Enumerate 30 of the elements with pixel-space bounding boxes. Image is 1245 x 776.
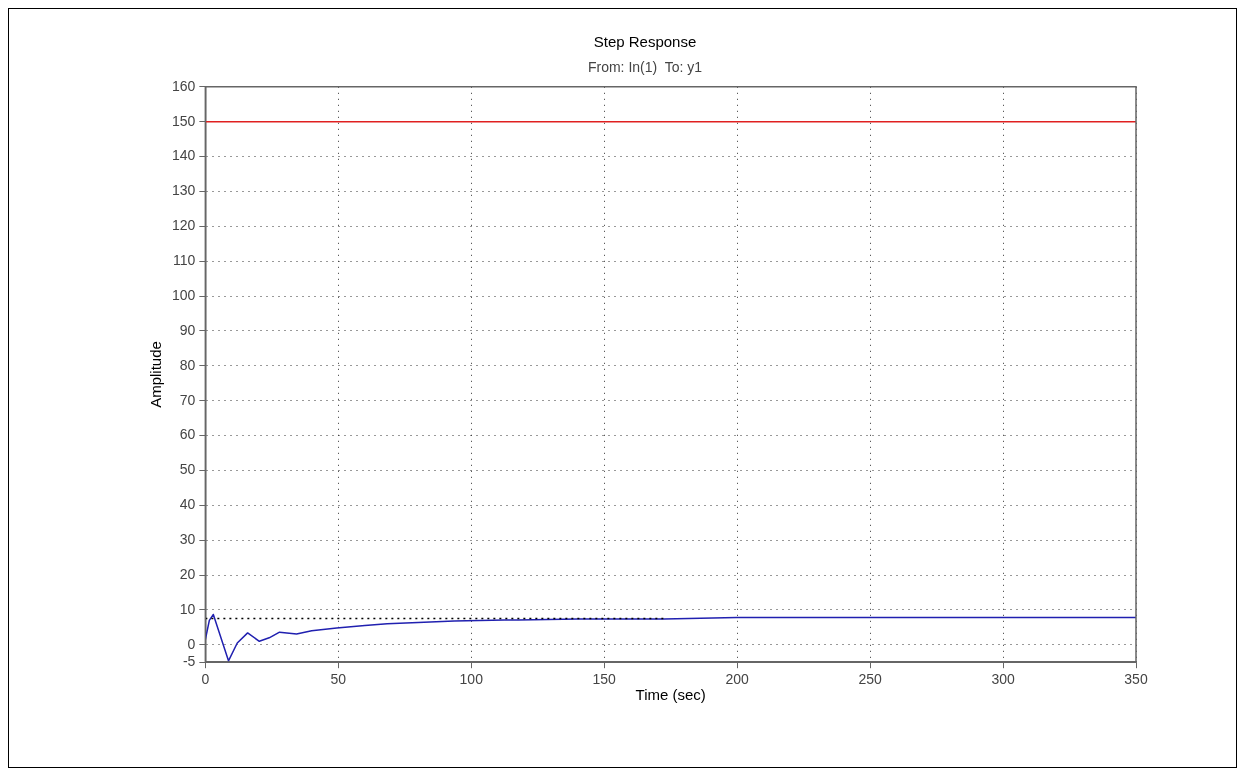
x-axis-title: Time (sec)	[635, 686, 706, 704]
y-tick-label: 20	[179, 565, 196, 582]
chart-subtitle: From: In(1) To: y1	[587, 59, 703, 76]
y-tick-label: 130	[172, 182, 196, 199]
x-tick-label: 250	[858, 671, 882, 688]
y-tick-label: 100	[172, 286, 196, 303]
chart-title: Step Response	[593, 33, 697, 51]
y-tick-label: 40	[179, 496, 196, 513]
y-tick-label: 80	[179, 356, 196, 373]
y-tick-label: 140	[172, 147, 196, 164]
x-tick-label: 200	[725, 671, 750, 688]
y-tick-label: -5	[182, 653, 196, 670]
x-tick-label: 100	[459, 671, 484, 688]
y-tick-label: 150	[172, 112, 196, 129]
x-tick-label: 350	[1124, 671, 1148, 688]
x-tick-label: 150	[592, 671, 617, 688]
y-tick-label: 90	[179, 321, 196, 338]
y-tick-label: 60	[179, 426, 196, 443]
x-tick-label: 0	[201, 671, 210, 688]
y-tick-label: 120	[172, 217, 196, 234]
y-tick-label: 0	[187, 635, 196, 652]
y-tick-label: 50	[179, 461, 196, 478]
x-tick-label: 300	[991, 671, 1015, 688]
y-tick-label: 30	[179, 531, 196, 547]
y-tick-label: 160	[172, 77, 196, 94]
y-axis-title: Amplitude	[147, 341, 165, 408]
x-tick-label: 50	[330, 671, 347, 688]
y-tick-label: 10	[179, 600, 196, 617]
y-tick-label: 70	[179, 391, 196, 408]
y-tick-label: 110	[173, 252, 196, 269]
